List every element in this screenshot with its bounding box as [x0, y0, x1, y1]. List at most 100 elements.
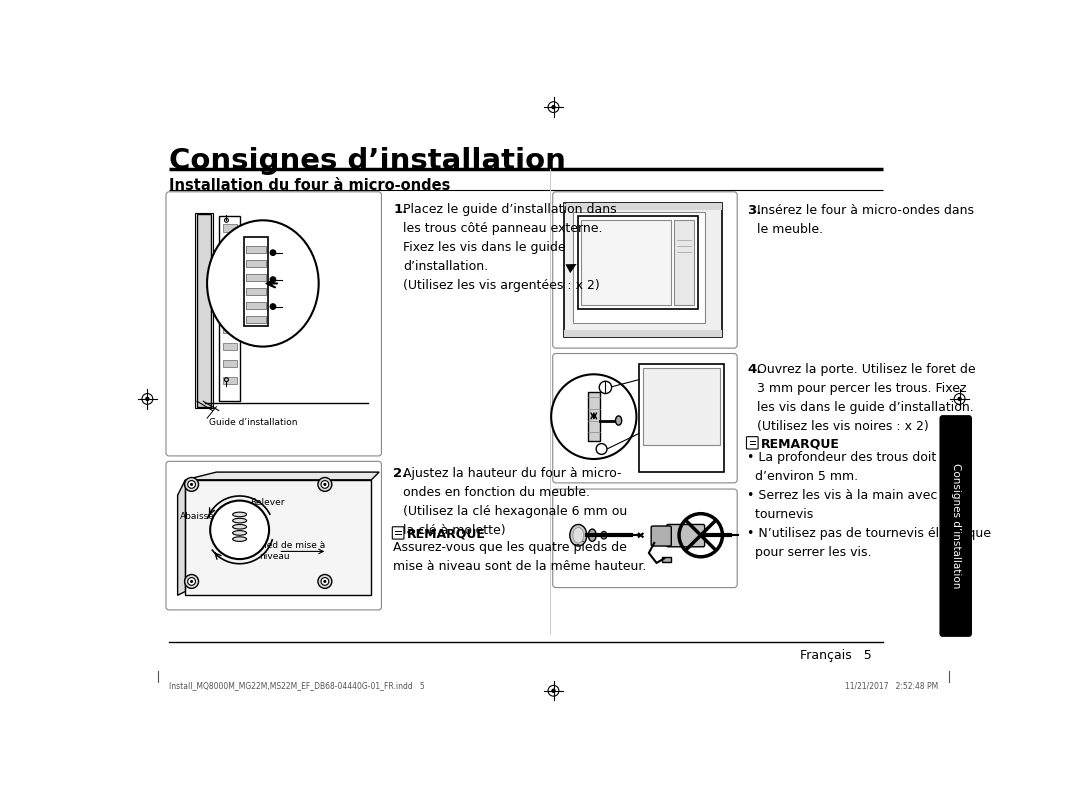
- FancyBboxPatch shape: [651, 526, 672, 546]
- Text: Pied de mise à
niveau: Pied de mise à niveau: [259, 541, 325, 562]
- Text: Installation du four à micro-ondes: Installation du four à micro-ondes: [170, 178, 450, 193]
- Bar: [581, 220, 671, 305]
- Circle shape: [270, 304, 275, 309]
- Bar: [246, 274, 266, 281]
- Circle shape: [599, 382, 611, 393]
- Ellipse shape: [232, 512, 246, 517]
- Text: Relever: Relever: [249, 498, 284, 507]
- Bar: [638, 364, 724, 472]
- Text: Install_MQ8000M_MG22M,MS22M_EF_DB68-04440G-01_FR.indd   5: Install_MQ8000M_MG22M,MS22M_EF_DB68-0444…: [170, 682, 424, 690]
- FancyBboxPatch shape: [553, 192, 738, 348]
- Polygon shape: [177, 480, 186, 596]
- Circle shape: [323, 483, 326, 486]
- Bar: [564, 329, 723, 337]
- Bar: [243, 237, 268, 325]
- Bar: [564, 202, 723, 210]
- Ellipse shape: [232, 518, 246, 523]
- FancyBboxPatch shape: [940, 415, 972, 637]
- Ellipse shape: [232, 536, 246, 541]
- Circle shape: [552, 106, 555, 109]
- Circle shape: [321, 480, 328, 488]
- Circle shape: [958, 397, 961, 401]
- Bar: [222, 359, 237, 367]
- Text: Abaisser: Abaisser: [180, 512, 218, 521]
- Bar: [246, 288, 266, 295]
- Circle shape: [146, 397, 149, 401]
- Circle shape: [185, 477, 199, 491]
- Ellipse shape: [570, 525, 586, 546]
- Ellipse shape: [616, 416, 622, 425]
- Bar: [674, 220, 693, 305]
- Bar: [222, 325, 237, 333]
- Bar: [222, 275, 237, 283]
- Bar: [222, 258, 237, 265]
- Bar: [643, 368, 720, 445]
- Text: Ouvrez la porte. Utilisez le foret de
3 mm pour percer les trous. Fixez
les vis : Ouvrez la porte. Utilisez le foret de 3 …: [757, 363, 976, 433]
- Circle shape: [318, 574, 332, 589]
- Circle shape: [596, 444, 607, 454]
- Bar: [564, 202, 723, 337]
- Text: Placez le guide d’installation dans
les trous côté panneau externe.
Fixez les vi: Placez le guide d’installation dans les …: [403, 202, 617, 292]
- Ellipse shape: [207, 220, 319, 347]
- Text: 3.: 3.: [747, 204, 761, 217]
- Circle shape: [185, 574, 199, 589]
- Polygon shape: [186, 472, 379, 480]
- Circle shape: [323, 580, 326, 583]
- Circle shape: [270, 250, 275, 255]
- Text: • La profondeur des trous doit être
  d’environ 5 mm.
• Serrez les vis à la main: • La profondeur des trous doit être d’en…: [747, 451, 991, 559]
- Bar: [222, 224, 237, 231]
- Bar: [222, 343, 237, 351]
- Bar: [662, 557, 672, 562]
- FancyBboxPatch shape: [553, 353, 738, 483]
- FancyBboxPatch shape: [553, 489, 738, 588]
- Text: Assurez-vous que les quatre pieds de
mise à niveau sont de la même hauteur.: Assurez-vous que les quatre pieds de mis…: [393, 541, 647, 574]
- Text: Français   5: Français 5: [799, 649, 872, 662]
- Ellipse shape: [232, 531, 246, 536]
- Ellipse shape: [572, 528, 583, 543]
- Bar: [246, 302, 266, 309]
- Circle shape: [188, 577, 195, 585]
- Bar: [246, 316, 266, 323]
- FancyBboxPatch shape: [166, 192, 381, 456]
- Bar: [572, 212, 704, 323]
- Circle shape: [190, 483, 193, 486]
- Bar: [578, 216, 698, 309]
- FancyBboxPatch shape: [166, 461, 381, 610]
- Bar: [246, 246, 266, 254]
- Circle shape: [321, 577, 328, 585]
- Circle shape: [190, 580, 193, 583]
- Bar: [222, 309, 237, 317]
- Text: REMARQUE: REMARQUE: [407, 528, 486, 540]
- Bar: [218, 216, 241, 401]
- Bar: [246, 261, 266, 267]
- Text: 2.: 2.: [393, 467, 407, 480]
- Bar: [195, 213, 213, 408]
- Bar: [197, 214, 211, 407]
- FancyBboxPatch shape: [392, 527, 404, 539]
- Bar: [222, 241, 237, 249]
- Circle shape: [270, 277, 275, 282]
- Circle shape: [188, 480, 195, 488]
- Ellipse shape: [589, 529, 596, 541]
- Circle shape: [318, 477, 332, 491]
- Text: 4.: 4.: [747, 363, 761, 376]
- Text: Consignes d’installation: Consignes d’installation: [170, 147, 566, 175]
- Ellipse shape: [600, 532, 607, 539]
- Text: Insérez le four à micro-ondes dans
le meuble.: Insérez le four à micro-ondes dans le me…: [757, 204, 974, 236]
- Text: 11/21/2017   2:52:48 PM: 11/21/2017 2:52:48 PM: [845, 682, 937, 690]
- Text: Ajustez la hauteur du four à micro-
ondes en fonction du meuble.
(Utilisez la cl: Ajustez la hauteur du four à micro- onde…: [403, 467, 627, 536]
- Circle shape: [551, 374, 636, 459]
- Bar: [186, 480, 372, 596]
- Bar: [588, 392, 600, 442]
- Circle shape: [211, 501, 269, 559]
- Text: 1.: 1.: [393, 202, 407, 216]
- Text: Guide d’installation: Guide d’installation: [208, 418, 297, 427]
- Bar: [222, 377, 237, 384]
- FancyBboxPatch shape: [746, 437, 758, 449]
- Ellipse shape: [232, 525, 246, 529]
- Text: Consignes d’installation: Consignes d’installation: [950, 463, 961, 589]
- FancyBboxPatch shape: [666, 525, 704, 547]
- Bar: [222, 292, 237, 299]
- Text: REMARQUE: REMARQUE: [761, 438, 840, 450]
- Circle shape: [552, 689, 555, 692]
